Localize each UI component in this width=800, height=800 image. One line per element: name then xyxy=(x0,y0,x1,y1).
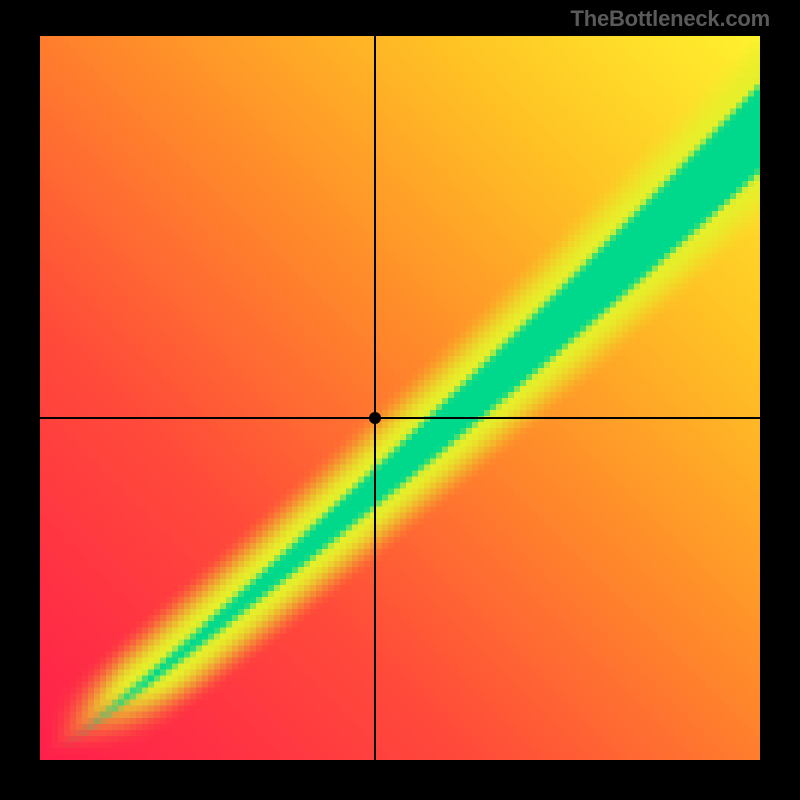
crosshair-vertical xyxy=(374,36,376,760)
chart-container: TheBottleneck.com xyxy=(0,0,800,800)
bottleneck-heatmap xyxy=(40,36,760,760)
datapoint-marker xyxy=(369,412,381,424)
watermark-text: TheBottleneck.com xyxy=(570,6,770,32)
crosshair-horizontal xyxy=(40,417,760,419)
